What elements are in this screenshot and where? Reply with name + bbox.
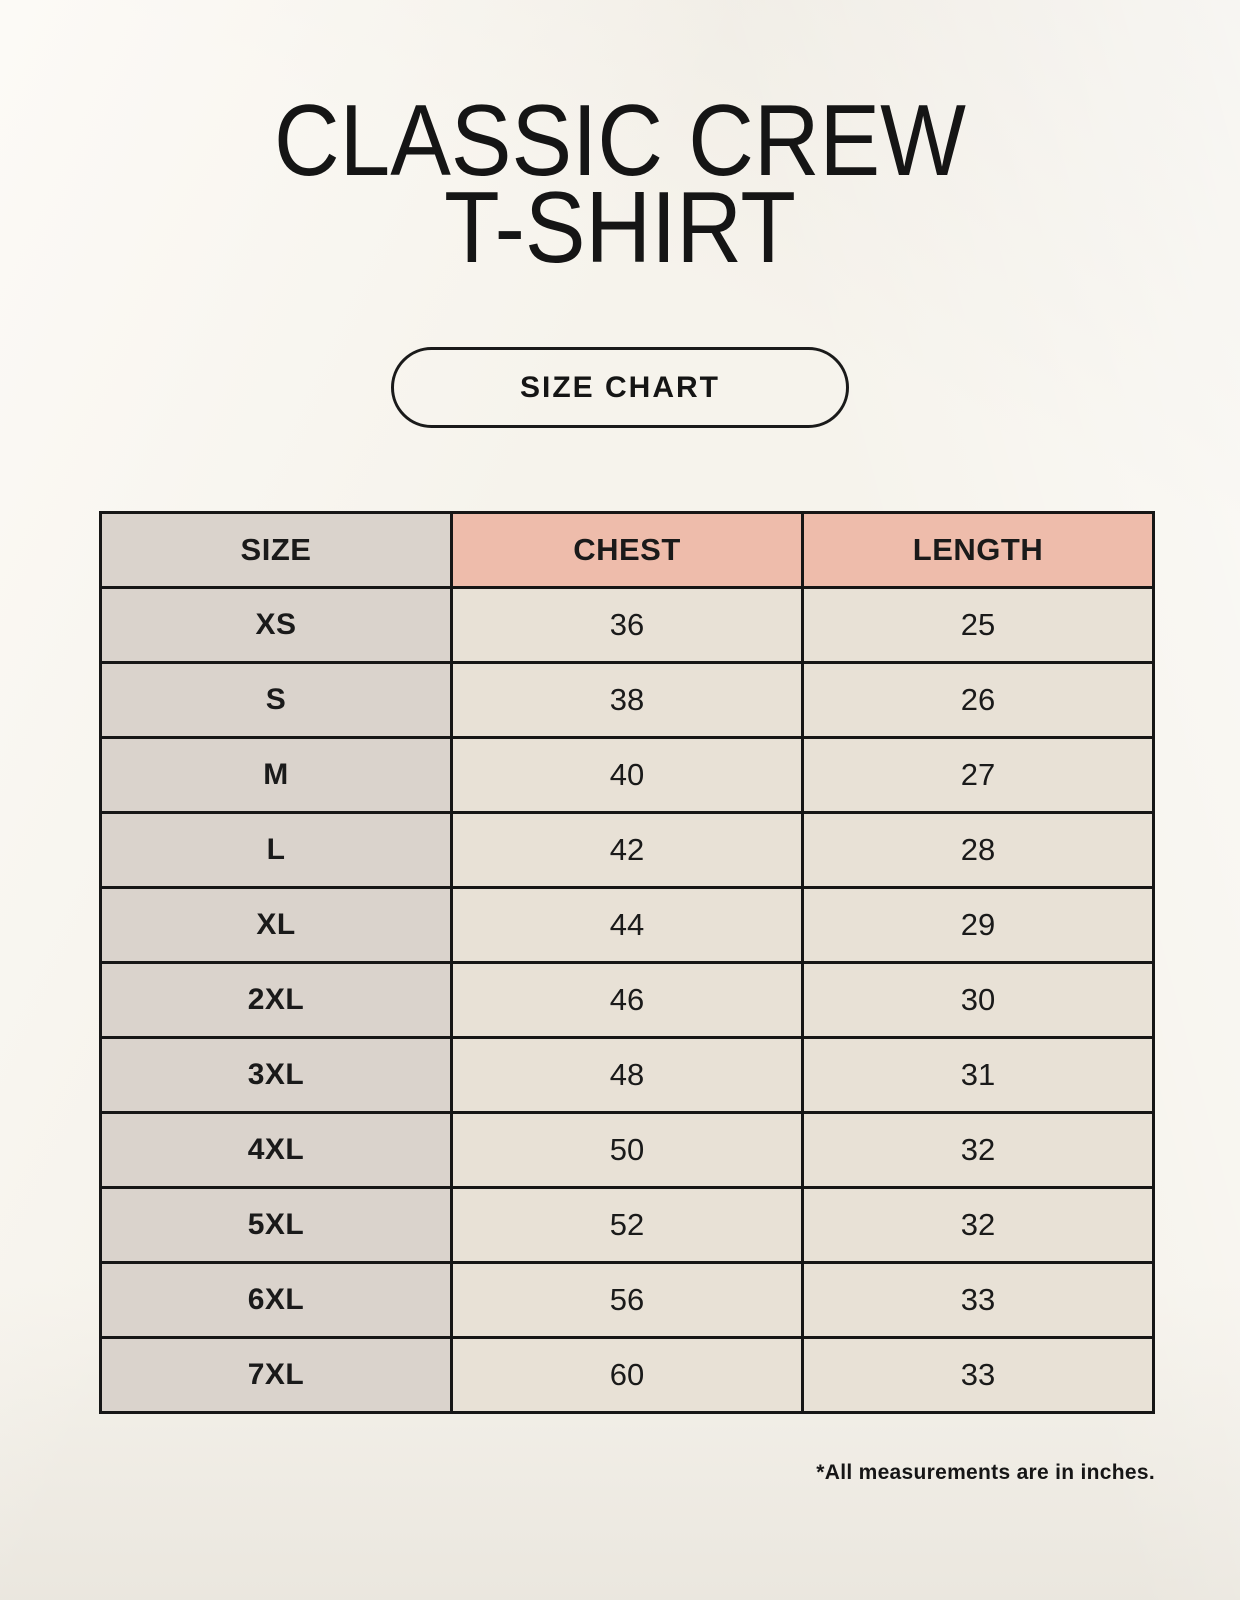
table-row: 7XL 60 33 [99,1336,1155,1414]
size-label: 3XL [99,1036,453,1114]
size-chart-table: SIZE CHEST LENGTH XS 36 25 S 38 26 M 40 … [99,511,1155,1414]
length-value: 26 [801,661,1155,739]
table-row: L 42 28 [99,811,1155,889]
table-row: S 38 26 [99,661,1155,739]
page-title-line2: T-SHIRT [444,172,796,284]
chest-value: 52 [450,1186,804,1264]
table-row: 2XL 46 30 [99,961,1155,1039]
size-label: 6XL [99,1261,453,1339]
length-value: 30 [801,961,1155,1039]
size-label: XL [99,886,453,964]
table-row: 3XL 48 31 [99,1036,1155,1114]
length-value: 28 [801,811,1155,889]
table-header-row: SIZE CHEST LENGTH [99,511,1155,589]
size-label: 5XL [99,1186,453,1264]
column-header-length: LENGTH [801,511,1155,589]
table-row: XS 36 25 [99,586,1155,664]
size-chart-badge-label: SIZE CHART [520,370,720,404]
chest-value: 40 [450,736,804,814]
measurements-footnote: *All measurements are in inches. [816,1461,1155,1484]
chest-value: 48 [450,1036,804,1114]
length-value: 32 [801,1111,1155,1189]
chest-value: 50 [450,1111,804,1189]
chest-value: 44 [450,886,804,964]
table-row: XL 44 29 [99,886,1155,964]
size-chart-badge: SIZE CHART [391,347,849,428]
size-label: 7XL [99,1336,453,1414]
size-label: 2XL [99,961,453,1039]
length-value: 27 [801,736,1155,814]
column-header-chest: CHEST [450,511,804,589]
length-value: 25 [801,586,1155,664]
length-value: 29 [801,886,1155,964]
table-row: M 40 27 [99,736,1155,814]
page-title-line1: CLASSIC CREW [274,85,966,197]
page-title: CLASSIC CREW T-SHIRT [62,85,1178,284]
table-row: 5XL 52 32 [99,1186,1155,1264]
size-label: S [99,661,453,739]
chest-value: 60 [450,1336,804,1414]
length-value: 31 [801,1036,1155,1114]
table-row: 4XL 50 32 [99,1111,1155,1189]
chest-value: 38 [450,661,804,739]
size-label: 4XL [99,1111,453,1189]
length-value: 32 [801,1186,1155,1264]
size-label: XS [99,586,453,664]
length-value: 33 [801,1261,1155,1339]
length-value: 33 [801,1336,1155,1414]
size-label: M [99,736,453,814]
chest-value: 46 [450,961,804,1039]
chest-value: 42 [450,811,804,889]
column-header-size: SIZE [99,511,453,589]
table-row: 6XL 56 33 [99,1261,1155,1339]
chest-value: 56 [450,1261,804,1339]
chest-value: 36 [450,586,804,664]
size-label: L [99,811,453,889]
